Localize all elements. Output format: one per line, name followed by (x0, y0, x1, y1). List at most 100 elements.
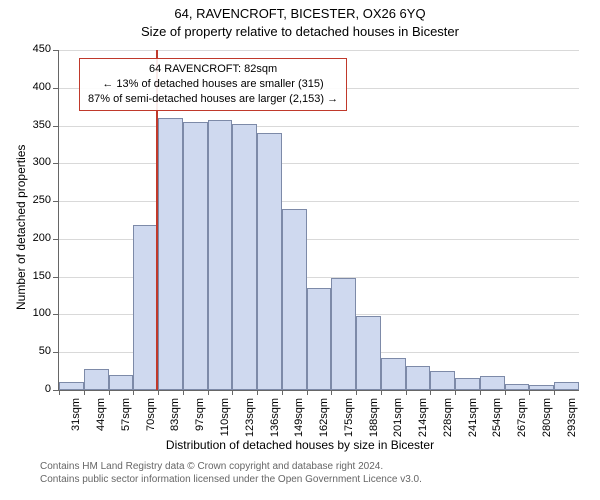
histogram-bar (307, 288, 332, 390)
x-tick (59, 390, 60, 395)
y-tick-label: 200 (21, 232, 51, 244)
histogram-bar (232, 124, 257, 390)
y-tick-label: 0 (21, 383, 51, 395)
histogram-bar (505, 384, 530, 390)
histogram-bar (331, 278, 356, 390)
x-tick (133, 390, 134, 395)
annotation-line: 87% of semi-detached houses are larger (… (88, 92, 338, 107)
y-tick (53, 390, 58, 391)
x-tick (554, 390, 555, 395)
footer-line-1: Contains HM Land Registry data © Crown c… (40, 460, 422, 473)
y-tick (53, 88, 58, 89)
histogram-bar (480, 376, 505, 390)
histogram-bar (430, 371, 455, 390)
x-tick-label: 175sqm (343, 398, 355, 442)
histogram-bar (158, 118, 183, 390)
x-tick-label: 254sqm (491, 398, 503, 442)
x-tick (282, 390, 283, 395)
y-tick-label: 300 (21, 156, 51, 168)
y-tick (53, 201, 58, 202)
x-tick-label: 149sqm (293, 398, 305, 442)
x-tick-label: 110sqm (219, 398, 231, 442)
y-tick-label: 400 (21, 81, 51, 93)
grid-line (59, 163, 579, 164)
x-tick (183, 390, 184, 395)
x-tick-label: 280sqm (541, 398, 553, 442)
x-tick (232, 390, 233, 395)
grid-line (59, 126, 579, 127)
y-tick (53, 352, 58, 353)
x-tick (331, 390, 332, 395)
x-tick (84, 390, 85, 395)
chart-container: { "header": { "title": "64, RAVENCROFT, … (0, 0, 600, 500)
x-tick-label: 201sqm (392, 398, 404, 442)
x-tick-label: 97sqm (194, 398, 206, 442)
histogram-bar (529, 385, 554, 390)
x-tick-label: 293sqm (566, 398, 578, 442)
y-tick (53, 239, 58, 240)
x-tick (505, 390, 506, 395)
footer-line-2: Contains public sector information licen… (40, 473, 422, 486)
y-tick (53, 277, 58, 278)
histogram-bar (455, 378, 480, 390)
y-tick (53, 163, 58, 164)
x-tick-label: 136sqm (269, 398, 281, 442)
x-tick-label: 228sqm (442, 398, 454, 442)
histogram-bar (183, 122, 208, 390)
histogram-bar (257, 133, 282, 390)
x-tick (529, 390, 530, 395)
histogram-bar (406, 366, 431, 390)
y-tick (53, 50, 58, 51)
y-tick (53, 314, 58, 315)
x-tick-label: 241sqm (467, 398, 479, 442)
x-tick-label: 188sqm (368, 398, 380, 442)
plot-area: 05010015020025030035040045031sqm44sqm57s… (58, 50, 579, 391)
y-axis-label: Number of detached properties (14, 145, 28, 310)
x-tick-label: 57sqm (120, 398, 132, 442)
x-tick (158, 390, 159, 395)
annotation-line: ← 13% of detached houses are smaller (31… (88, 77, 338, 92)
x-tick-label: 44sqm (95, 398, 107, 442)
x-tick-label: 31sqm (70, 398, 82, 442)
histogram-bar (84, 369, 109, 390)
x-axis-label: Distribution of detached houses by size … (0, 438, 600, 452)
x-tick (455, 390, 456, 395)
histogram-bar (356, 316, 381, 390)
histogram-bar (208, 120, 233, 390)
grid-line (59, 201, 579, 202)
x-tick (406, 390, 407, 395)
y-tick-label: 100 (21, 307, 51, 319)
x-tick-label: 267sqm (516, 398, 528, 442)
annotation-line: 64 RAVENCROFT: 82sqm (88, 62, 338, 77)
x-tick-label: 83sqm (169, 398, 181, 442)
x-tick (430, 390, 431, 395)
x-tick (480, 390, 481, 395)
histogram-bar (133, 225, 158, 390)
histogram-bar (554, 382, 579, 390)
histogram-bar (282, 209, 307, 390)
y-tick-label: 250 (21, 194, 51, 206)
x-tick (109, 390, 110, 395)
page-title: 64, RAVENCROFT, BICESTER, OX26 6YQ (0, 6, 600, 21)
x-tick-label: 70sqm (145, 398, 157, 442)
x-tick (208, 390, 209, 395)
annotation-box: 64 RAVENCROFT: 82sqm← 13% of detached ho… (79, 58, 347, 111)
y-tick-label: 150 (21, 270, 51, 282)
histogram-bar (109, 375, 134, 390)
x-tick-label: 162sqm (318, 398, 330, 442)
x-tick (381, 390, 382, 395)
x-tick-label: 214sqm (417, 398, 429, 442)
footer: Contains HM Land Registry data © Crown c… (40, 460, 422, 486)
x-tick (257, 390, 258, 395)
y-tick-label: 50 (21, 345, 51, 357)
y-tick (53, 126, 58, 127)
x-tick (307, 390, 308, 395)
histogram-bar (381, 358, 406, 390)
y-tick-label: 350 (21, 119, 51, 131)
y-tick-label: 450 (21, 43, 51, 55)
x-tick (356, 390, 357, 395)
histogram-bar (59, 382, 84, 390)
page-subtitle: Size of property relative to detached ho… (0, 24, 600, 39)
grid-line (59, 50, 579, 51)
x-tick-label: 123sqm (244, 398, 256, 442)
